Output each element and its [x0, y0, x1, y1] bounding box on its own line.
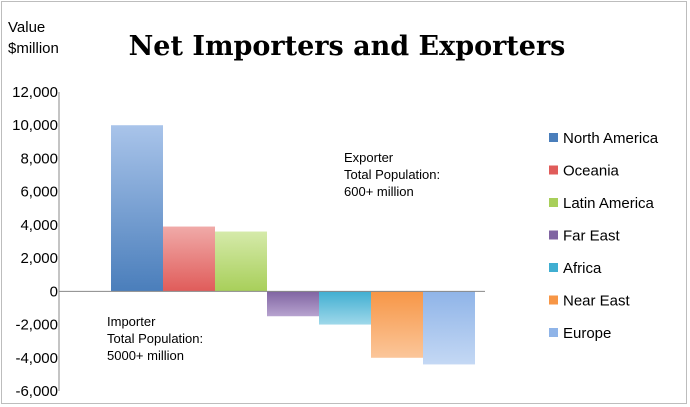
- legend-swatch-oceania: [549, 165, 558, 175]
- y-tick-label: -6,000: [15, 383, 58, 400]
- y-tick-label: 6,000: [20, 184, 58, 201]
- legend-label-africa: Africa: [563, 260, 602, 277]
- annotation-1-line-0: Importer: [107, 314, 156, 329]
- legend-swatch-far-east: [549, 230, 558, 240]
- y-tick-label: 2,000: [20, 250, 58, 267]
- y-tick-label: 4,000: [20, 217, 58, 234]
- bar-far-east: [267, 291, 319, 317]
- bar-oceania: [163, 226, 215, 292]
- bar-europe: [423, 291, 475, 365]
- legend-swatch-north-america: [549, 133, 558, 142]
- legend-label-far-east: Far East: [563, 228, 621, 245]
- annotation-0-line-0: Exporter: [344, 150, 394, 165]
- bar-north-america: [111, 125, 163, 292]
- legend: North America Oceania Latin America Far Eas…: [549, 130, 659, 342]
- bars: [111, 125, 475, 365]
- y-axis-ticks: 12,000 10,000 8,000 6,000 4,000 2,000 0 -2,000 -…: [12, 84, 58, 400]
- y-axis-label-line-1: Value: [8, 19, 45, 36]
- y-tick-label: 8,000: [20, 150, 58, 167]
- y-tick-label: 10,000: [12, 117, 58, 134]
- legend-swatch-latin-america: [549, 198, 558, 207]
- annotation-1-line-1: Total Population:: [107, 331, 203, 346]
- legend-swatch-africa: [549, 263, 558, 272]
- legend-label-europe: Europe: [563, 325, 611, 342]
- y-tick-label: -4,000: [15, 350, 58, 367]
- annotation-0-line-2: 600+ million: [344, 184, 414, 199]
- y-axis-label-line-2: $million: [8, 40, 59, 57]
- chart-title: Net Importers and Exporters: [129, 31, 566, 62]
- annotations: Exporter Total Population: 600+ million Imp…: [107, 150, 440, 363]
- legend-label-latin-america: Latin America: [563, 195, 655, 212]
- legend-swatch-europe: [549, 328, 558, 337]
- bar-latin-america: [215, 231, 267, 292]
- y-tick-label: 12,000: [12, 84, 58, 101]
- y-tick-label: -2,000: [15, 317, 58, 334]
- legend-swatch-near-east: [549, 295, 558, 305]
- y-tick-label: 0: [50, 283, 58, 300]
- legend-label-oceania: Oceania: [563, 163, 620, 180]
- annotation-0-line-1: Total Population:: [344, 167, 440, 182]
- annotation-1-line-2: 5000+ million: [107, 348, 184, 363]
- bar-africa: [319, 291, 371, 325]
- legend-label-near-east: Near East: [563, 293, 631, 310]
- bar-near-east: [371, 291, 423, 358]
- legend-label-north-america: North America: [563, 130, 659, 147]
